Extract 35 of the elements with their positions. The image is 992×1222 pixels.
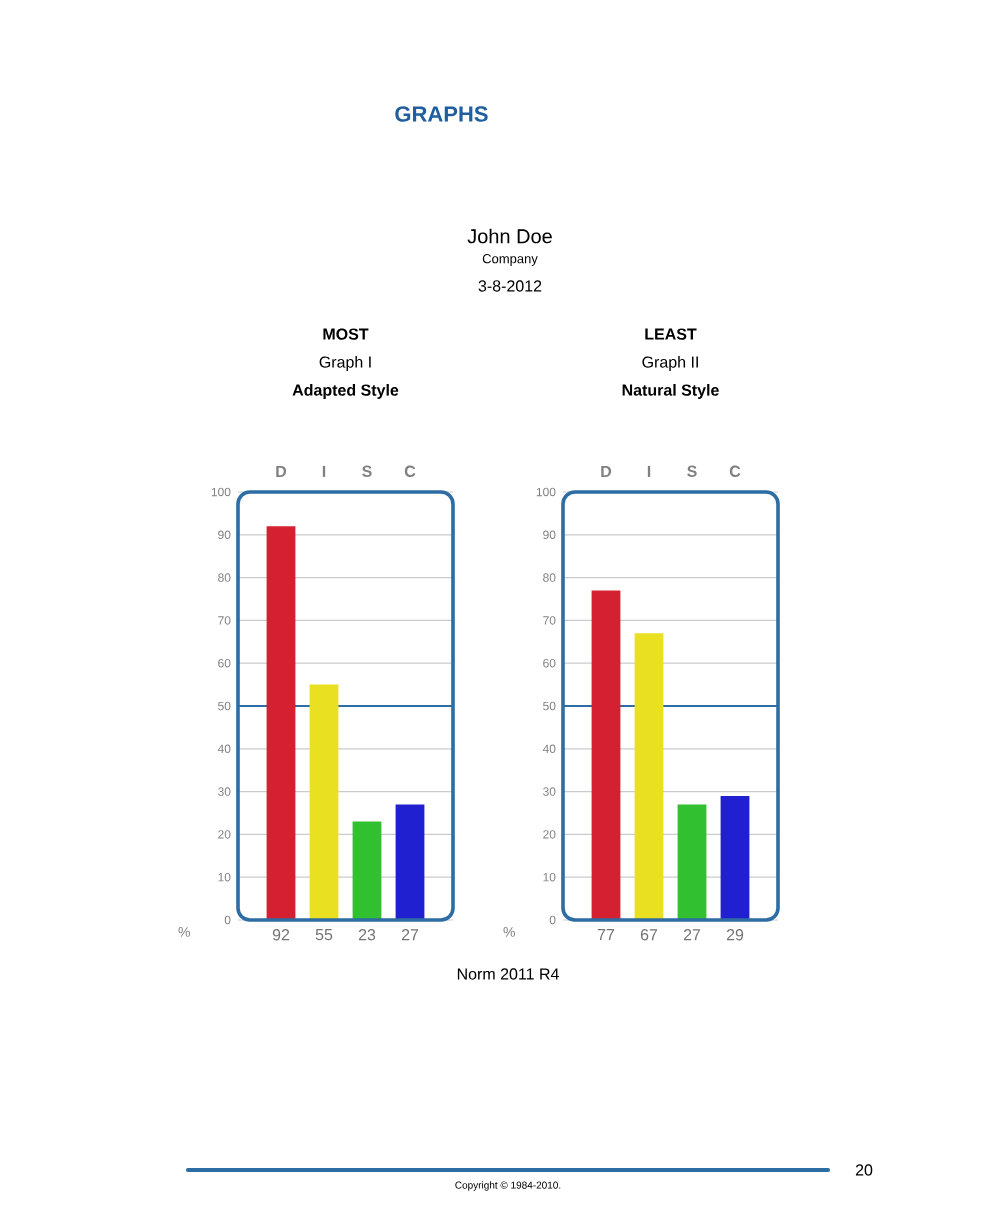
text: John Doe — [467, 228, 552, 244]
chart-title: LEAST — [645, 328, 697, 340]
x-tick-label: D — [601, 465, 612, 477]
data-label: 23 — [358, 929, 376, 941]
text: GRAPHS — [395, 106, 488, 122]
data-label: 29 — [726, 929, 744, 941]
bar — [309, 684, 339, 920]
text: 3-8-2012 — [478, 280, 542, 292]
x-tick-label: I — [647, 465, 651, 477]
bar — [677, 804, 707, 920]
chart-title: MOST — [323, 328, 369, 340]
bar — [352, 821, 382, 920]
chart-subtitle: Graph I — [319, 356, 371, 371]
data-label: 27 — [401, 929, 419, 941]
data-label: 27 — [683, 929, 701, 941]
x-tick-label: D — [276, 465, 287, 477]
x-tick-label: S — [687, 465, 697, 477]
bar — [720, 795, 750, 920]
text: Adapted Style — [292, 384, 399, 399]
text: Norm 2011 R4 — [457, 968, 559, 980]
data-label: 92 — [272, 929, 290, 941]
x-tick-label: C — [404, 465, 416, 477]
text: 20 — [855, 1164, 873, 1176]
data-label: 77 — [597, 929, 615, 941]
bar — [591, 590, 621, 920]
data-label: 67 — [640, 929, 658, 941]
x-tick-label: I — [322, 465, 326, 477]
data-label: 55 — [315, 929, 333, 941]
chart-subtitle: Graph II — [642, 356, 698, 371]
x-tick-label: S — [362, 465, 372, 477]
bar — [634, 633, 664, 920]
x-tick-label: C — [729, 465, 741, 477]
text: Natural Style — [622, 384, 719, 399]
bar — [395, 804, 425, 920]
bar — [266, 526, 296, 920]
